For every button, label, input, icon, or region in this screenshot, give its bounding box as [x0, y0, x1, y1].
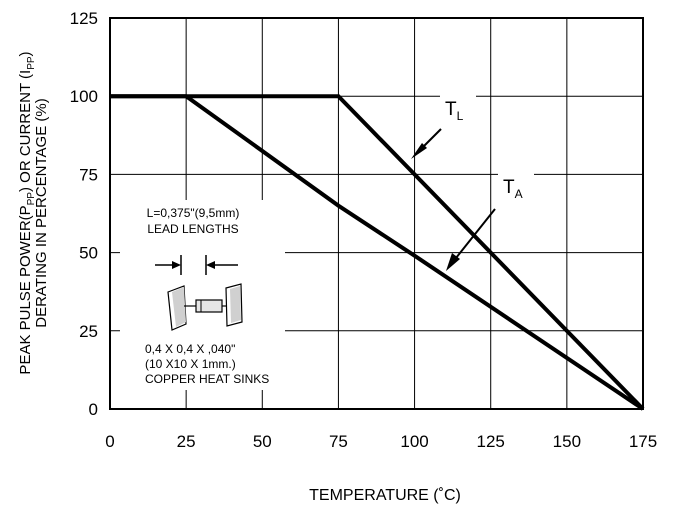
x-tick-label-2: 50: [253, 432, 272, 451]
series-label-ta-background: [498, 170, 534, 202]
y-axis-title-line2: DERATING IN PERCENTAGE (%): [33, 98, 50, 327]
inset-lead-lengths-label: LEAD LENGTHS: [147, 222, 238, 236]
series-label-ta: TA: [498, 170, 534, 202]
x-tick-label-3: 75: [329, 432, 348, 451]
y-axis-title-part1: PEAK PULSE POWER(P: [17, 205, 34, 374]
y-tick-label-4: 100: [70, 87, 98, 106]
inset-copper-heat-sinks: COPPER HEAT SINKS: [145, 372, 269, 386]
heat-sink-diode-icon: [167, 283, 243, 331]
series-label-ta-main: T: [503, 177, 515, 198]
series-label-tl-background: [440, 92, 476, 122]
arrow-ta: [446, 208, 496, 271]
svg-text:TA: TA: [503, 177, 523, 201]
y-tick-labels: 0 25 50 75 100 125: [70, 9, 98, 419]
x-axis-title: TEMPERATURE (˚C): [309, 487, 461, 504]
svg-text:PEAK PULSE POWER(PPP) OR CURRE: PEAK PULSE POWER(PPP) OR CURRENT (IPP): [17, 51, 37, 374]
x-tick-label-4: 100: [400, 432, 428, 451]
series-label-tl: TL: [440, 92, 476, 123]
plot-frame: [109, 17, 644, 410]
x-tick-label-7: 175: [629, 432, 657, 451]
y-axis-title-sub1: PP: [26, 192, 37, 206]
series-label-ta-sub: A: [515, 187, 523, 201]
inset-background: [120, 200, 285, 390]
y-tick-label-1: 25: [79, 322, 98, 341]
series-label-tl-sub: L: [457, 109, 464, 123]
y-tick-label-2: 50: [79, 244, 98, 263]
inset-heat-sink-size-mm: (10 X10 X 1mm.): [145, 357, 236, 371]
series-line-ta: [110, 94, 645, 411]
inset-heat-sink-size-in: 0,4 X 0,4 X ,040": [145, 342, 235, 356]
y-axis-title-sub2: PP: [26, 56, 37, 70]
x-tick-label-1: 25: [177, 432, 196, 451]
svg-text:TL: TL: [445, 99, 464, 123]
inset-lead-length: L=0,375"(9,5mm): [147, 206, 240, 220]
inset-diagram: L=0,375"(9,5mm) LEAD LENGTHS 0,4 X 0,4 X…: [145, 206, 269, 386]
y-tick-label-0: 0: [89, 400, 98, 419]
x-tick-label-6: 150: [553, 432, 581, 451]
y-tick-label-5: 125: [70, 9, 98, 28]
y-tick-label-3: 75: [79, 165, 98, 184]
x-tick-labels: 0 25 50 75 100 125 150 175: [105, 432, 657, 451]
arrow-tl: [411, 128, 442, 159]
y-axis-title-part3: ): [17, 51, 34, 56]
x-tick-label-0: 0: [105, 432, 114, 451]
y-axis-title-part2: ) OR CURRENT (I: [17, 70, 34, 192]
lead-length-arrows-icon: [155, 255, 238, 275]
series-label-tl-main: T: [445, 99, 457, 120]
x-tick-label-5: 125: [477, 432, 505, 451]
y-axis-title: PEAK PULSE POWER(PPP) OR CURRENT (IPP) D…: [17, 51, 50, 374]
